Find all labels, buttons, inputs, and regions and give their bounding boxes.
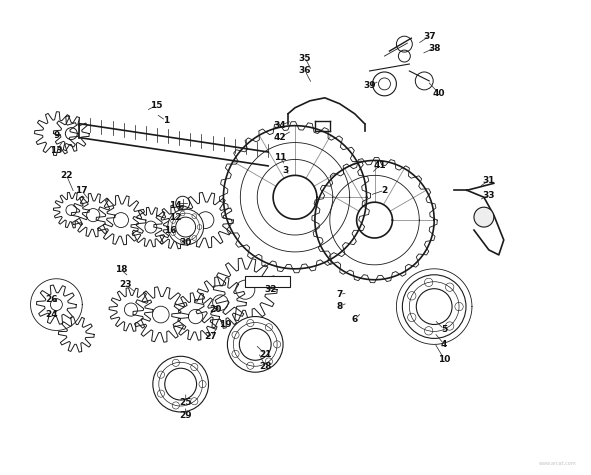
Text: 16: 16	[164, 226, 177, 235]
Text: 9: 9	[53, 131, 60, 140]
Text: 24: 24	[45, 310, 58, 319]
Circle shape	[402, 275, 466, 338]
Circle shape	[168, 209, 203, 245]
Text: 17: 17	[75, 186, 87, 195]
Text: 23: 23	[120, 280, 132, 289]
Text: 19: 19	[219, 320, 232, 329]
Text: 20: 20	[209, 305, 222, 314]
Text: 2: 2	[381, 186, 388, 195]
Text: 18: 18	[115, 266, 127, 274]
Circle shape	[416, 289, 452, 324]
Text: 26: 26	[45, 295, 58, 304]
Text: 41: 41	[373, 161, 386, 170]
Text: 35: 35	[298, 54, 311, 63]
Circle shape	[228, 316, 283, 372]
Text: 12: 12	[170, 213, 182, 222]
Circle shape	[153, 356, 209, 412]
Circle shape	[165, 368, 197, 400]
Text: 14: 14	[170, 201, 182, 209]
Text: 4: 4	[441, 340, 447, 349]
Text: 28: 28	[259, 362, 271, 371]
Text: 13: 13	[50, 146, 63, 155]
Text: 37: 37	[423, 32, 436, 41]
Text: 15: 15	[150, 101, 162, 110]
Text: 1: 1	[163, 116, 169, 125]
Circle shape	[474, 207, 494, 227]
Text: 10: 10	[438, 355, 450, 364]
Text: 21: 21	[259, 350, 271, 359]
Bar	[245, 276, 290, 287]
Text: 25: 25	[180, 398, 192, 407]
Text: 27: 27	[204, 332, 217, 341]
Text: 38: 38	[428, 44, 440, 53]
Text: 39: 39	[363, 81, 376, 90]
Text: 32: 32	[264, 285, 277, 294]
Text: 8: 8	[337, 302, 343, 311]
Text: 7: 7	[336, 290, 343, 299]
Text: 31: 31	[483, 176, 495, 185]
Text: 3: 3	[282, 166, 288, 175]
Text: 11: 11	[274, 153, 287, 162]
Text: 6: 6	[352, 315, 358, 324]
Text: 33: 33	[483, 191, 495, 200]
Text: www.arcat.com: www.arcat.com	[539, 461, 576, 466]
Circle shape	[239, 329, 271, 360]
Text: 22: 22	[60, 171, 73, 180]
Text: 5: 5	[441, 325, 447, 334]
Circle shape	[176, 217, 196, 237]
Text: 30: 30	[180, 238, 192, 247]
Text: 36: 36	[298, 66, 311, 76]
Text: 40: 40	[433, 89, 446, 98]
Text: 29: 29	[179, 411, 192, 420]
Text: 34: 34	[274, 121, 287, 130]
Text: 42: 42	[274, 133, 287, 142]
